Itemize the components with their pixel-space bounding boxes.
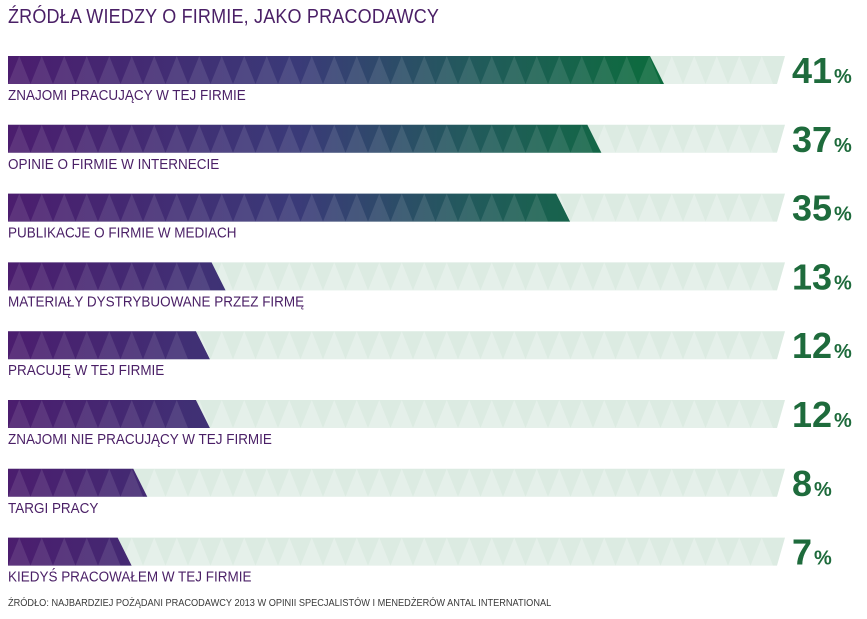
bar-label: KIEDYŚ PRACOWAŁEM W TEJ FIRMIE xyxy=(8,567,251,586)
bar xyxy=(8,537,132,566)
bar-row: PRACUJĘ W TEJ FIRMIE 12% xyxy=(8,325,852,379)
bar-track xyxy=(8,537,785,566)
bar xyxy=(8,262,226,291)
bar xyxy=(8,193,571,222)
bar-row: TARGI PRACY 8% xyxy=(8,463,832,517)
value-label: 12% xyxy=(792,325,852,366)
bar xyxy=(8,400,210,428)
bar-label: PUBLIKACJE O FIRMIE W MEDIACH xyxy=(8,225,236,242)
bar-row: KIEDYŚ PRACOWAŁEM W TEJ FIRMIE 7% xyxy=(8,532,832,586)
value-label: 35% xyxy=(792,188,852,229)
source-note: ŹRÓDŁO: NAJBARDZIEJ POŻĄDANI PRACODAWCY … xyxy=(8,598,552,609)
bar xyxy=(8,468,148,497)
bar-rows: ZNAJOMI PRACUJĄCY W TEJ FIRMIE 41 % OPINIE … xyxy=(8,50,852,586)
value-label: 13% xyxy=(792,256,852,297)
value-label: 37% xyxy=(792,119,852,160)
bar-row: ZNAJOMI PRACUJĄCY W TEJ FIRMIE 41% xyxy=(8,50,852,104)
bar-label: PRACUJĘ W TEJ FIRMIE xyxy=(8,363,164,380)
bar-row: ZNAJOMI NIE PRACUJĄCY W TEJ FIRMIE 12% xyxy=(8,394,852,448)
chart-title: ŹRÓDŁA WIEDZY O FIRMIE, JAKO PRACODAWCY xyxy=(8,6,440,28)
bar-label: ZNAJOMI PRACUJĄCY W TEJ FIRMIE xyxy=(8,87,246,104)
bar xyxy=(8,331,210,360)
bar-label: TARGI PRACY xyxy=(8,500,99,517)
bar-row: OPINIE O FIRMIE W INTERNECIE 37% xyxy=(8,119,852,173)
bar-label: ZNAJOMI NIE PRACUJĄCY W TEJ FIRMIE xyxy=(8,431,272,448)
bar-row: PUBLIKACJE O FIRMIE W MEDIACH 35% xyxy=(8,188,852,242)
bar-label: MATERIAŁY DYSTRYBUOWANE PRZEZ FIRMĘ xyxy=(8,294,304,311)
bar-row: MATERIAŁY DYSTRYBUOWANE PRZEZ FIRMĘ 13% xyxy=(8,256,852,311)
value-label: 7% xyxy=(792,532,832,573)
bar xyxy=(8,56,664,84)
bar xyxy=(8,124,602,153)
bar-track xyxy=(8,468,785,497)
value-label: 8% xyxy=(792,463,832,504)
bar-label: OPINIE O FIRMIE W INTERNECIE xyxy=(8,156,219,173)
value-label: 12% xyxy=(792,394,852,435)
value-label: 41% xyxy=(792,50,852,91)
